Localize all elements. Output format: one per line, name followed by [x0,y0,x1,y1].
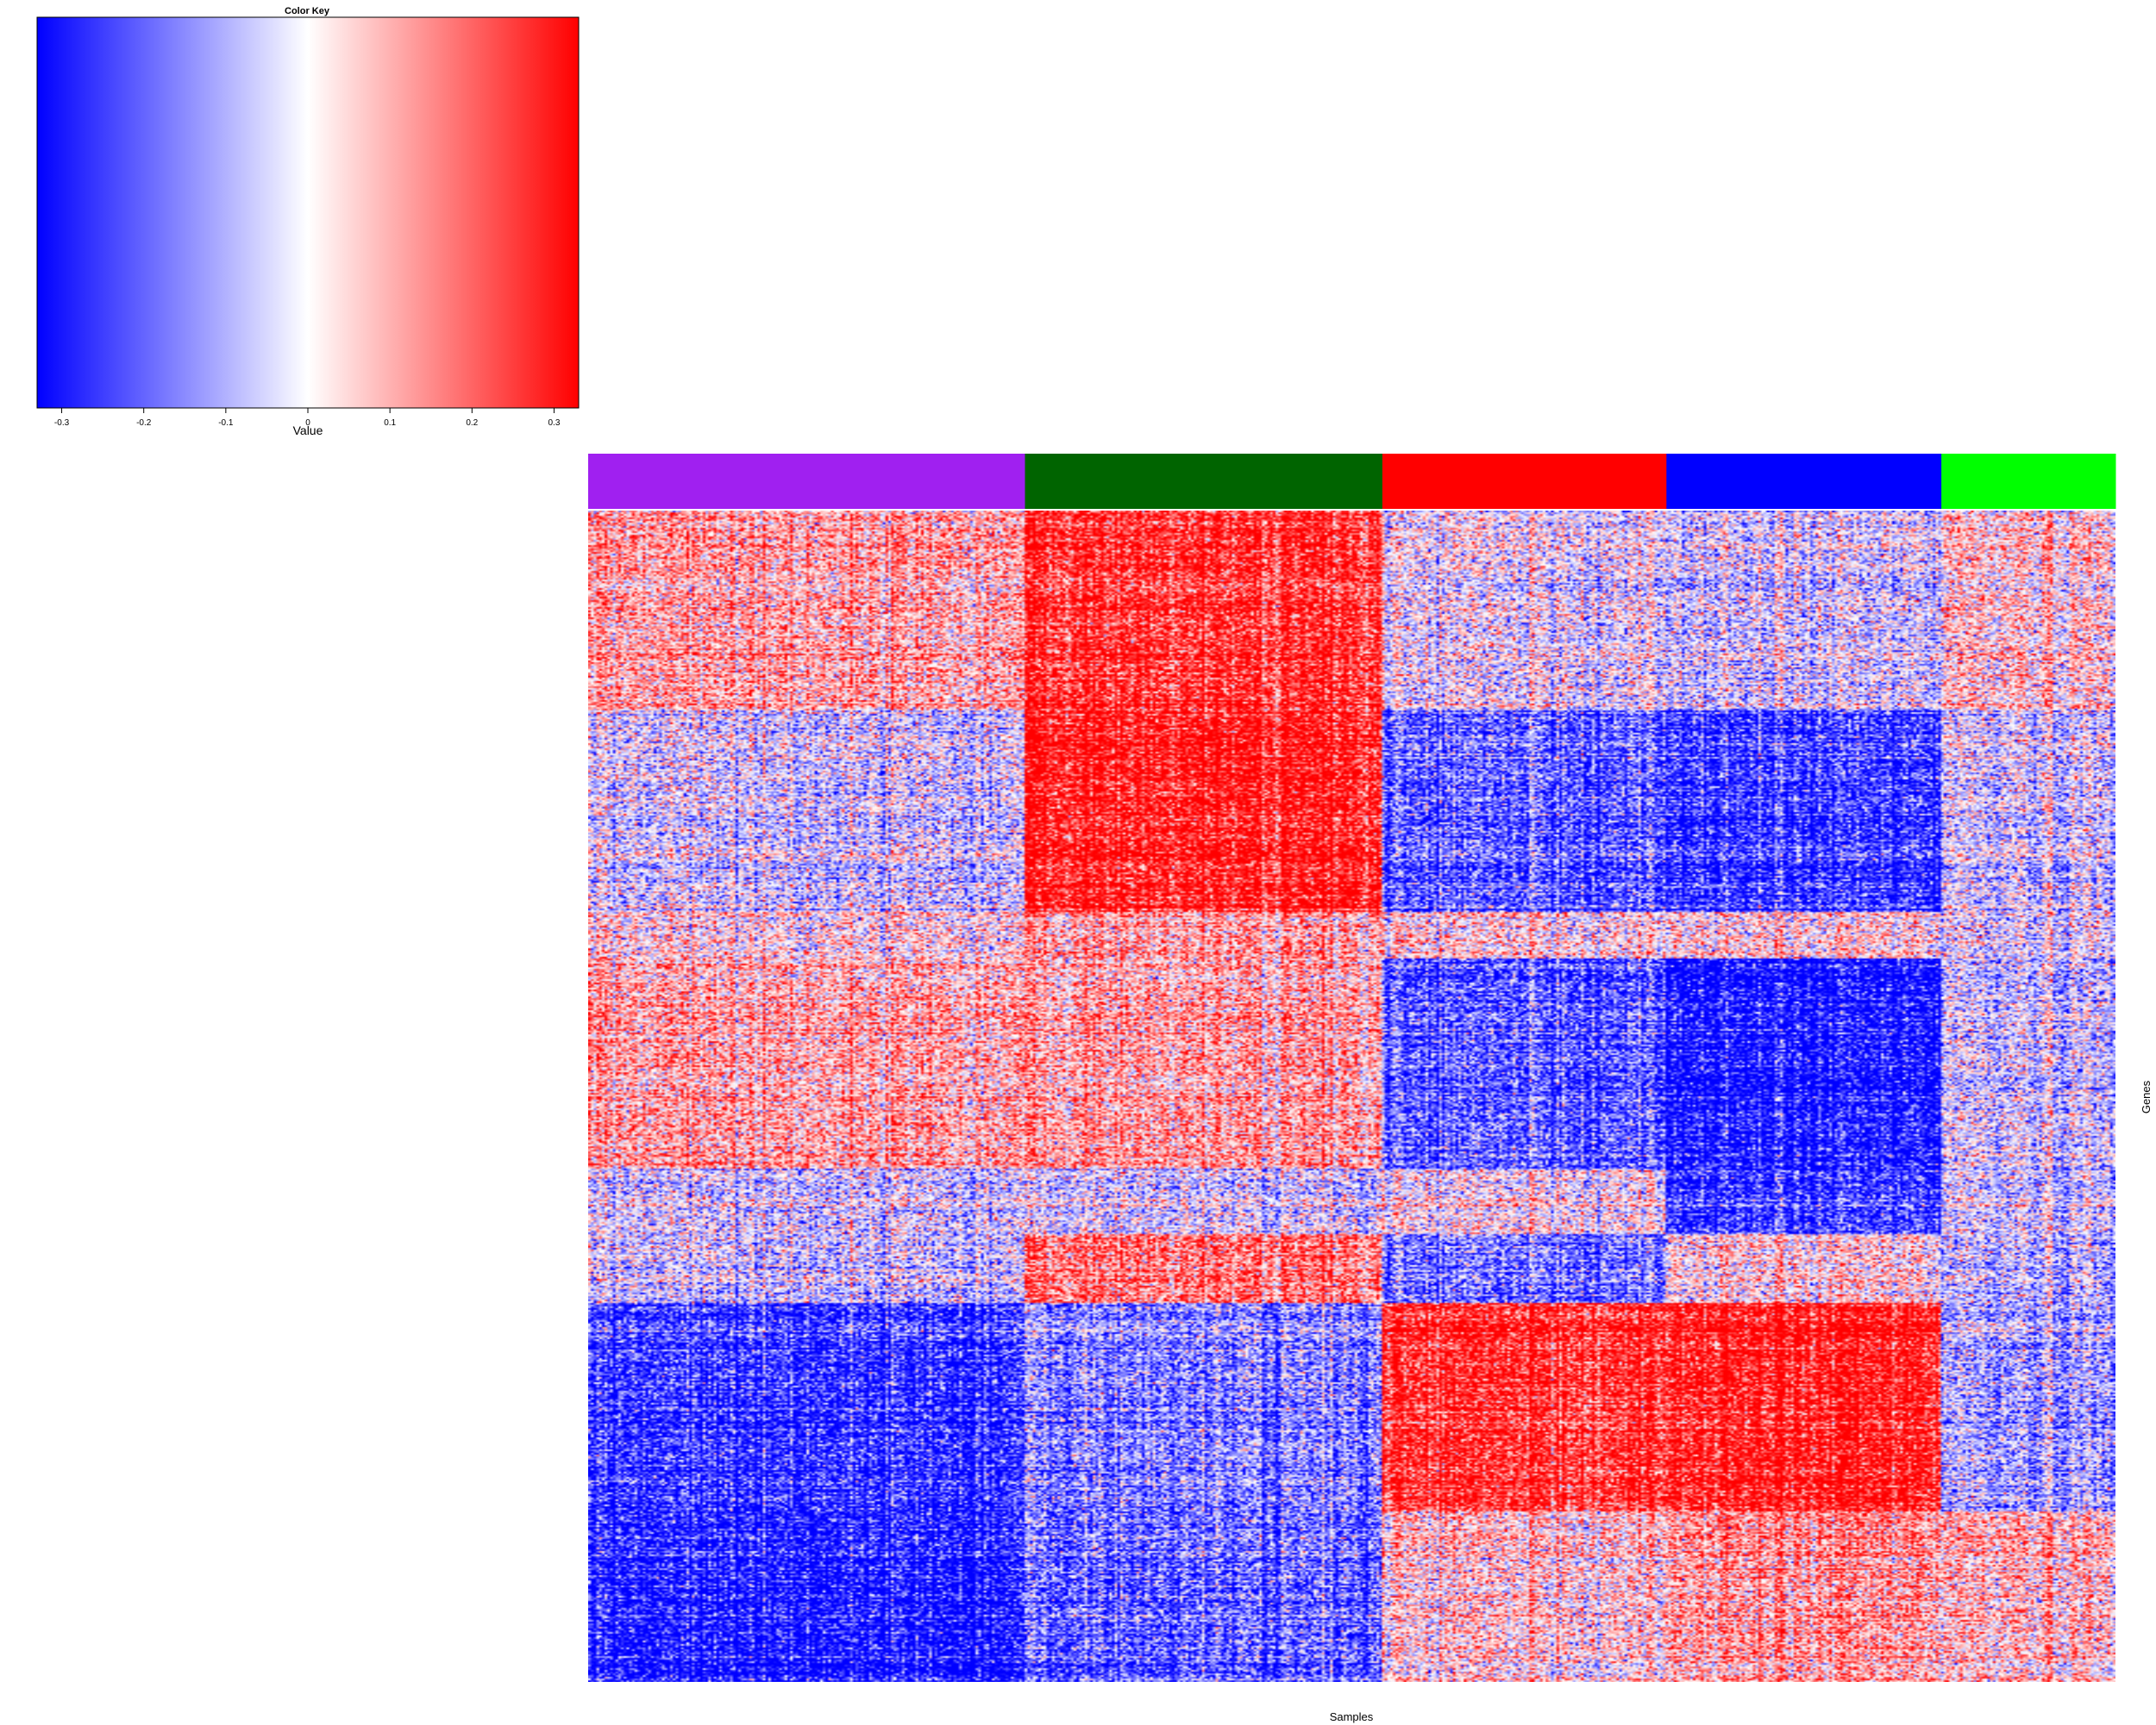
y-axis-label: Genes [2140,1080,2153,1113]
color-key-tick-label: 0.1 [384,418,396,428]
color-key-tick-label: 0.2 [466,418,478,428]
color-key-tick-label: -0.2 [136,418,152,428]
color-key-axis: -0.3 -0.2 -0.1 0 0.1 0.2 0.3 [37,407,579,428]
color-key-title: Color Key [285,6,330,16]
color-key-tick-label: 0 [305,418,310,428]
sample-group-5 [1941,454,2116,509]
sample-group-bar [588,454,2116,509]
x-axis-label: Samples [1330,1710,1374,1723]
heatmap-body [588,511,2115,1682]
sample-group-3 [1382,454,1667,509]
sample-group-4 [1666,454,1942,509]
sample-group-1 [588,454,1026,509]
sample-group-2 [1025,454,1383,509]
color-key-tick-label: -0.3 [54,418,70,428]
heatmap-cells [588,511,2115,1682]
color-key: Color Key -0.3 -0.2 -0.1 0 0.1 0.2 0.3 Value [36,6,580,437]
color-key-tick-label: -0.1 [218,418,234,428]
color-key-gradient [36,16,580,409]
color-key-tick-label: 0.3 [548,418,561,428]
color-key-xlabel: Value [293,423,323,437]
